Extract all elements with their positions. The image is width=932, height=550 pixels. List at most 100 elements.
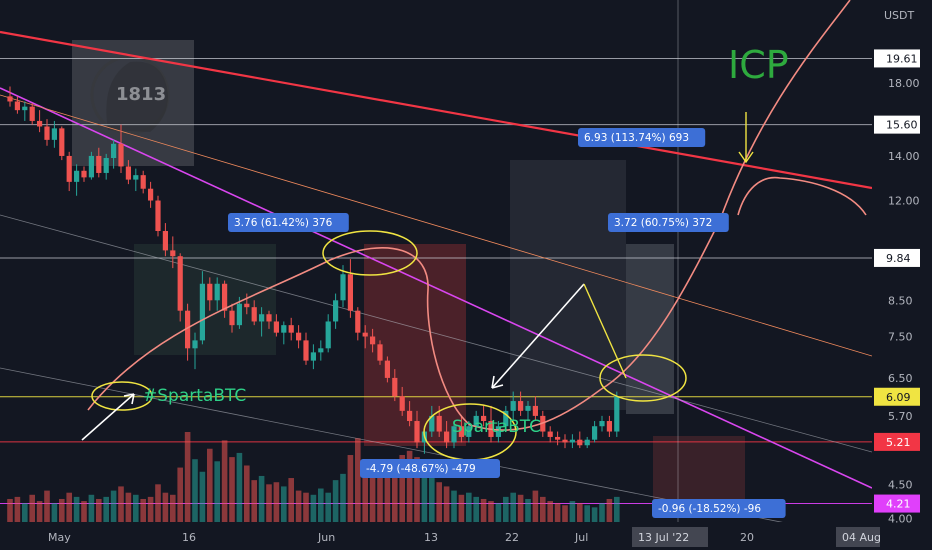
volume-bar xyxy=(517,494,524,522)
candle xyxy=(148,181,154,208)
volume-bar xyxy=(473,496,479,522)
volume-bar xyxy=(44,490,50,522)
highlight-ellipse xyxy=(322,230,418,276)
price-level-label: 5.21 xyxy=(874,432,920,451)
candle xyxy=(7,86,13,107)
y-tick-label: 4.00 xyxy=(888,512,913,525)
volume-bar xyxy=(532,490,539,522)
svg-text:5.21: 5.21 xyxy=(886,436,911,449)
candle xyxy=(96,147,102,178)
volume-bar xyxy=(480,498,487,522)
volume-bar xyxy=(355,438,361,522)
volume-bar xyxy=(392,473,398,522)
volume-bar xyxy=(318,488,324,522)
volume-bar xyxy=(229,457,235,522)
volume-bar xyxy=(547,501,553,522)
volume-bar xyxy=(525,498,531,522)
volume-bar xyxy=(562,505,568,522)
volume-bar xyxy=(29,494,35,522)
candle xyxy=(296,325,302,349)
volume-bar xyxy=(577,503,583,522)
candle xyxy=(118,124,124,173)
volume-bar xyxy=(59,498,65,522)
volume-bar xyxy=(66,492,72,522)
volume-bar xyxy=(273,482,280,522)
x-tick-label: 20 xyxy=(740,531,754,544)
candle xyxy=(481,405,487,427)
highlight-ellipse xyxy=(599,354,687,402)
candle xyxy=(599,415,605,432)
volume-bar xyxy=(614,496,620,522)
volume-bar xyxy=(510,492,516,522)
candle xyxy=(318,340,324,361)
candle xyxy=(288,317,294,341)
volume-bar xyxy=(406,450,413,522)
candle xyxy=(37,110,43,133)
candle xyxy=(140,170,146,194)
candle xyxy=(525,401,531,422)
candle xyxy=(155,195,161,237)
candle xyxy=(495,421,501,443)
measure-zone-3 xyxy=(510,160,626,410)
candle xyxy=(192,332,198,370)
time-axis-panel xyxy=(0,522,932,550)
x-tick-label: Jul xyxy=(574,531,588,544)
volume-bar xyxy=(236,452,243,522)
candle xyxy=(133,168,139,192)
volume-bar xyxy=(599,503,605,522)
svg-text:-4.79 (-48.67%) -479: -4.79 (-48.67%) -479 xyxy=(366,463,476,475)
annotation-sparta-1: #SpartaBTC xyxy=(143,386,246,406)
volume-bar xyxy=(96,498,102,522)
volume-bar xyxy=(332,480,339,522)
volume-bar xyxy=(377,475,383,522)
x-tick-label: 16 xyxy=(182,531,196,544)
x-highlight-label: 13 Jul '22 xyxy=(632,527,708,547)
svg-text:9.84: 9.84 xyxy=(886,252,911,265)
volume-bar xyxy=(118,486,124,522)
candle xyxy=(29,103,35,125)
volume-bar xyxy=(451,490,457,522)
candle xyxy=(429,405,435,437)
projection-curve xyxy=(87,0,851,431)
x-tick-label: 13 xyxy=(424,531,438,544)
svg-text:3.76 (61.42%) 376: 3.76 (61.42%) 376 xyxy=(234,217,333,229)
svg-text:6.93 (113.74%) 693: 6.93 (113.74%) 693 xyxy=(584,132,689,144)
volume-bar xyxy=(554,503,561,522)
volume-bar xyxy=(147,496,154,522)
volume-bar xyxy=(81,501,87,522)
candle xyxy=(555,431,561,446)
channel-line-orange xyxy=(0,94,872,357)
candle xyxy=(303,332,309,365)
candle xyxy=(244,293,250,315)
volume-bar xyxy=(155,484,161,522)
volume-bar xyxy=(103,496,109,522)
price-axis-panel xyxy=(872,0,932,550)
volume-bar xyxy=(436,482,442,522)
volume-bar xyxy=(429,473,435,522)
volume-bar xyxy=(184,432,191,522)
candle xyxy=(162,223,168,257)
svg-text:4.21: 4.21 xyxy=(886,498,911,511)
candle xyxy=(532,396,538,422)
candle xyxy=(281,321,287,345)
svg-text:6.09: 6.09 xyxy=(886,391,911,404)
volume-bar xyxy=(503,496,509,522)
candle xyxy=(340,265,346,308)
candle xyxy=(185,303,191,361)
candle xyxy=(399,386,405,416)
volume-bar xyxy=(88,494,95,522)
volume-bar xyxy=(281,486,287,522)
candle xyxy=(222,280,228,318)
volume-bar xyxy=(443,486,450,522)
volume-bar xyxy=(584,505,590,522)
volume-bar xyxy=(214,461,220,522)
candle xyxy=(22,101,28,121)
candle xyxy=(414,410,420,449)
candle xyxy=(88,151,94,180)
volume-bar xyxy=(266,484,272,522)
projection-curve-2 xyxy=(737,176,867,216)
volume-bar xyxy=(399,455,405,522)
volume-bar xyxy=(606,498,613,522)
